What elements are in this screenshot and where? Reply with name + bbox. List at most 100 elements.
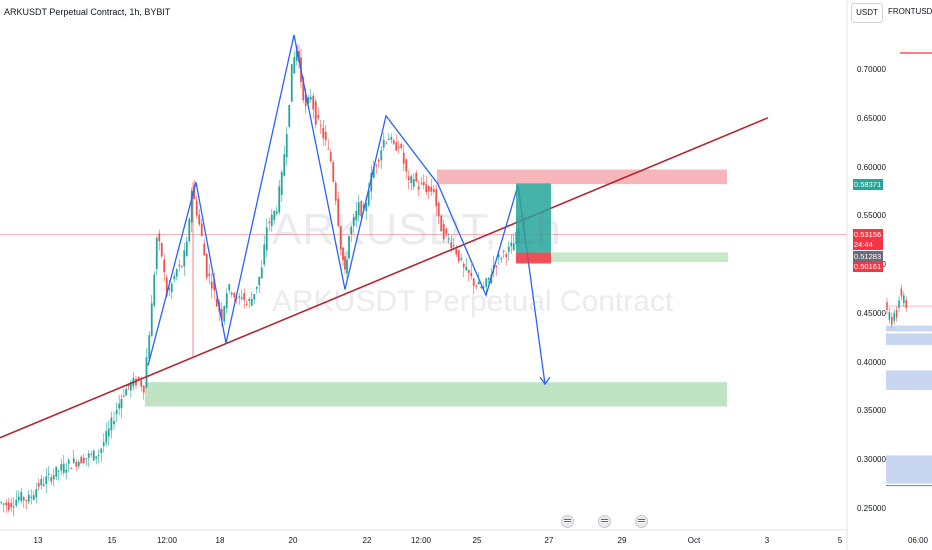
candle-body	[487, 277, 490, 280]
candle-body	[50, 477, 53, 482]
candle-body	[402, 152, 405, 164]
candle-body	[45, 476, 48, 484]
candle-body	[505, 254, 508, 258]
x-tick-label: 15	[107, 536, 117, 545]
x-tick-label: 13	[33, 536, 43, 545]
candle-body	[470, 272, 473, 277]
candle-body	[440, 215, 443, 232]
candle-body	[355, 210, 358, 221]
candle-body	[437, 202, 440, 217]
candle-body	[32, 495, 35, 500]
candle-body	[37, 482, 40, 487]
candle-body	[72, 458, 75, 463]
candle-body	[210, 281, 213, 289]
candle-body	[344, 256, 346, 270]
candle-body	[82, 457, 85, 464]
candle-body	[190, 190, 193, 223]
compare-candle	[893, 312, 895, 321]
candle-body	[60, 464, 63, 471]
candle-body	[258, 276, 261, 286]
candle-body	[100, 448, 103, 454]
y-tick-label: 0.65000	[857, 113, 886, 123]
candle-body	[95, 456, 98, 459]
candle-body	[420, 183, 423, 185]
candle-body	[365, 203, 368, 212]
x-tick-label: 3	[764, 536, 770, 545]
us-flag-event-icon[interactable]	[635, 515, 648, 528]
candle-body	[392, 140, 395, 144]
candle-body	[442, 224, 445, 240]
candle-body	[352, 216, 355, 227]
candle-body	[500, 258, 503, 260]
x-tick-label: 20	[288, 536, 298, 545]
us-flag-event-icon[interactable]	[598, 515, 611, 528]
candle-body	[170, 283, 173, 293]
ticker-title[interactable]: ARKUSDT Perpetual Contract, 1h, BYBIT	[4, 7, 171, 17]
candle-body	[243, 293, 246, 301]
position-loss-zone	[516, 252, 551, 264]
us-flag-event-icon[interactable]	[561, 515, 574, 528]
trendline	[0, 117, 769, 439]
watermark-description: ARKUSDT Perpetual Contract	[272, 285, 674, 318]
candle-body	[255, 286, 258, 289]
candle-body	[85, 458, 88, 460]
candle-body	[319, 125, 322, 127]
candle-body	[120, 398, 123, 409]
candle-body	[332, 162, 335, 182]
compare-candle	[888, 311, 891, 320]
y-tick-label: 0.55000	[857, 211, 886, 221]
candle-body	[67, 459, 70, 464]
candle-body	[327, 148, 330, 150]
x-tick-label: Oct	[687, 536, 701, 545]
candle-body	[432, 189, 435, 192]
candle-body	[462, 263, 465, 268]
zone-target	[145, 382, 727, 407]
candle-body	[314, 101, 317, 125]
candle-body	[203, 243, 206, 256]
candle-body	[407, 176, 410, 181]
candle-body	[497, 254, 500, 258]
candle-body	[92, 450, 95, 461]
compare-candle	[905, 300, 907, 309]
candle-body	[480, 287, 483, 289]
y-tick-label: 0.30000	[857, 455, 886, 465]
candle-body	[472, 278, 475, 286]
candle-body	[265, 227, 268, 251]
candle-body	[35, 489, 38, 498]
candle-body	[155, 237, 158, 270]
candle-body	[375, 164, 378, 166]
candle-body	[280, 172, 283, 195]
candle-body	[295, 45, 298, 61]
candle-body	[302, 77, 305, 101]
candle-body	[148, 335, 151, 359]
candle-body	[223, 306, 226, 322]
candle-body	[180, 266, 183, 268]
candle-body	[467, 269, 470, 273]
candle-body	[10, 503, 13, 508]
candle-body	[178, 264, 181, 267]
candle-body	[215, 299, 218, 307]
candle-body	[142, 385, 145, 393]
candle-body	[350, 226, 353, 235]
candle-body	[150, 303, 153, 337]
y-tick-label: 0.45000	[857, 308, 886, 318]
candle-body	[385, 142, 388, 144]
compare-zone	[886, 455, 932, 470]
candle-body	[135, 378, 137, 386]
compare-candle	[898, 300, 900, 309]
candle-body	[30, 496, 33, 499]
candle-body	[97, 454, 100, 456]
currency-button[interactable]: USDT	[851, 3, 883, 23]
candle-body	[298, 51, 300, 62]
candle-body	[410, 176, 413, 184]
candle-body	[5, 502, 8, 506]
candle-body	[367, 190, 370, 206]
candle-body	[75, 462, 78, 467]
zone-entry-line	[516, 252, 728, 263]
candle-body	[324, 131, 327, 141]
candle-body	[102, 442, 105, 446]
candle-body	[47, 473, 50, 475]
candle-body	[145, 357, 148, 388]
compare-symbol-label[interactable]: FRONTUSDT.P	[888, 7, 932, 16]
